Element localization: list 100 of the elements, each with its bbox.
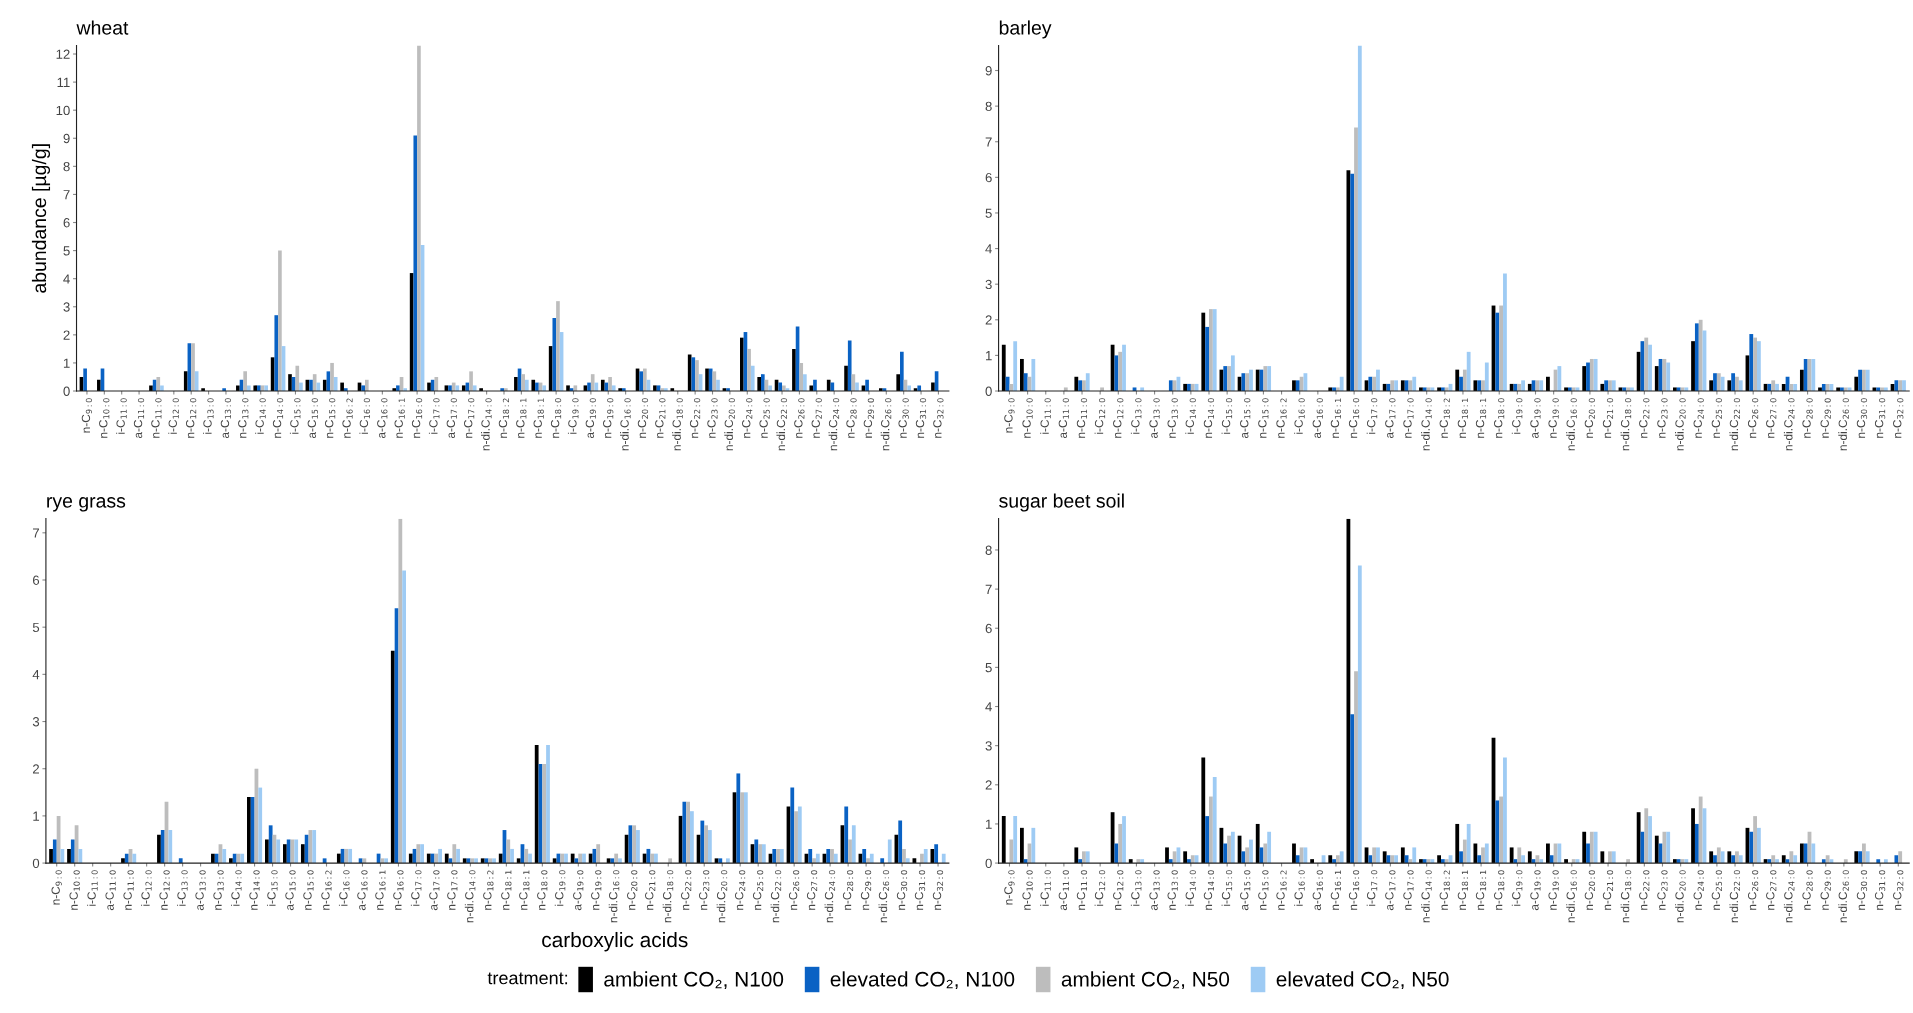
bar [1459,376,1463,392]
bar [452,844,457,864]
bar [682,801,687,864]
bar [427,382,431,392]
bar [1339,376,1344,392]
bar [1484,362,1489,392]
bar [1165,847,1169,864]
x-tick-label: n-di.C$_{22:0}$ [1729,398,1741,451]
bar [1009,839,1014,864]
bar [531,379,536,392]
x-tick-label: n-C$_{16:2}$ [321,870,332,910]
bar [896,374,901,392]
bar [1811,358,1816,392]
x-tick-label: n-C$_{16:2}$ [342,398,353,438]
bar [282,844,287,864]
x-tick-label: n-C$_{16:0}$ [393,870,404,910]
bar [1662,358,1667,392]
x-tick-label: a-C$_{15:0}$ [1240,870,1251,911]
x-tick-label: a-C$_{19:0}$ [1530,870,1541,911]
bar [611,385,616,392]
bar [1023,373,1028,392]
x-tick-label: n-C$_{32:0}$ [1893,398,1904,438]
bar [1902,380,1906,392]
x-tick-label: n-di.C$_{18:0}$ [1620,398,1632,451]
bar [639,371,644,392]
x-tick-label: n-C$_{27:0}$ [1766,870,1777,910]
x-tick-label: n-C$_{31:0}$ [915,398,927,438]
bar [1731,855,1736,864]
bar [417,45,421,392]
x-tick-label: n-C$_{16:2}$ [1276,398,1287,438]
bar [83,368,87,392]
x-tick-label: n-di.C$_{20:0}$ [1675,870,1686,923]
bar [1376,847,1380,864]
x-tick-label: n-C$_{15:0}$ [303,870,314,910]
x-tick-label: n-C$_{18:0}$ [1494,398,1505,438]
x-tick-label: n-C$_{29:0}$ [860,870,872,910]
bar [1898,380,1903,392]
bar [67,848,71,864]
x-axis-title: carboxylic acids [542,931,688,952]
bar [542,385,547,392]
y-tick-label: 1 [986,819,992,829]
legend-label: elevated CO₂, N50 [1276,971,1449,990]
y-tick-label: 8 [985,101,992,112]
x-tick-label: a-C$_{19:0}$ [1530,398,1541,439]
bar [1404,380,1409,392]
x-tick-label: n-C$_{27:0}$ [1766,398,1777,438]
bar [1267,366,1272,392]
bar [1799,843,1804,864]
x-tick-label: i-C$_{19:0}$ [567,398,579,434]
y-tick-label: 9 [985,66,992,76]
y-tick-label: 11 [57,77,70,87]
x-tick-label: n-C$_{24:0}$ [742,398,753,438]
bar [472,385,477,392]
x-tick-label: n-C$_{20:0}$ [637,398,649,438]
x-tick-label: n-di.C$_{26:0}$ [880,398,892,451]
bar [194,371,199,392]
bar [900,351,904,392]
bar [686,801,691,864]
bar [469,371,473,392]
x-tick-label: n-C$_{12:0}$ [186,398,197,438]
bar [1716,847,1721,864]
y-tick-label: 5 [985,663,992,673]
bar [274,315,279,392]
x-tick-label: n-C$_{19:0}$ [603,398,614,438]
bar [1691,808,1695,864]
bar [1662,831,1667,864]
x-tick-label: n-C$_{18:1}$ [1457,870,1469,910]
y-tick-label: 8 [63,161,70,172]
bar [776,848,780,864]
x-tick-label: i-C$_{12:0}$ [1094,870,1106,906]
bar [1825,855,1830,864]
x-tick-label: n-C$_{10:0}$ [1022,398,1033,438]
bar [1299,847,1304,864]
bar [1292,843,1296,864]
bar [708,368,713,392]
x-tick-label: n-C$_{28:0}$ [1802,870,1813,910]
bar [608,376,612,392]
bar [1227,366,1231,392]
bar [1582,831,1587,864]
x-tick-label: n-C$_{16:0}$ [1348,870,1360,910]
bar [1122,344,1126,392]
bar [1346,170,1351,392]
bar [253,385,258,392]
bar [844,806,849,864]
x-tick-label: n-di.C$_{26:0}$ [1838,398,1849,451]
x-tick-label: n-C$_{26:0}$ [1747,398,1759,438]
x-tick-label: i-C$_{14:0}$ [231,870,242,906]
bar [1709,380,1714,392]
bar [1122,816,1126,864]
x-tick-label: n-C$_{25:0}$ [752,870,764,910]
bar [268,825,273,864]
bar [1716,373,1721,392]
y-tick-label: 5 [985,208,992,218]
x-tick-label: n-C$_{19:0}$ [1548,870,1559,910]
bar [1589,358,1594,392]
x-tick-label: a-C$_{11:0}$ [1058,870,1069,911]
bar [1735,376,1739,392]
bar [398,518,403,864]
bar [902,848,906,864]
x-tick-label: i-C$_{16:0}$ [1294,870,1305,906]
